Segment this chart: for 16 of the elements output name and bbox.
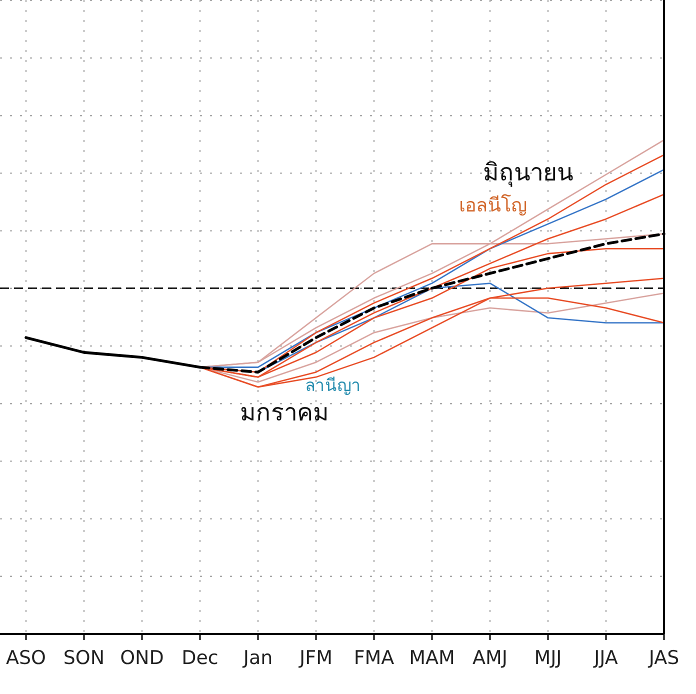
- x-tick-label: JFM: [298, 647, 332, 669]
- x-tick-label: OND: [120, 647, 164, 669]
- x-tick-label: Dec: [182, 647, 218, 669]
- x-tick-label: Jan: [242, 647, 273, 669]
- annotation: เอลนีโญ: [459, 194, 527, 217]
- x-tick-label: AMJ: [472, 647, 508, 669]
- x-tick-label: JJA: [593, 647, 618, 669]
- annotation: มกราคม: [240, 398, 329, 426]
- x-tick-label: MJJ: [534, 647, 562, 669]
- x-tick-label: FMA: [354, 647, 394, 669]
- x-tick-label: MAM: [409, 647, 455, 669]
- annotation: มิถุนายน: [483, 158, 573, 188]
- x-tick-label: SON: [63, 647, 105, 669]
- x-tick-label: ASO: [6, 647, 46, 669]
- annotation: ลานีญา: [305, 376, 361, 396]
- x-tick-label: JAS: [648, 647, 680, 669]
